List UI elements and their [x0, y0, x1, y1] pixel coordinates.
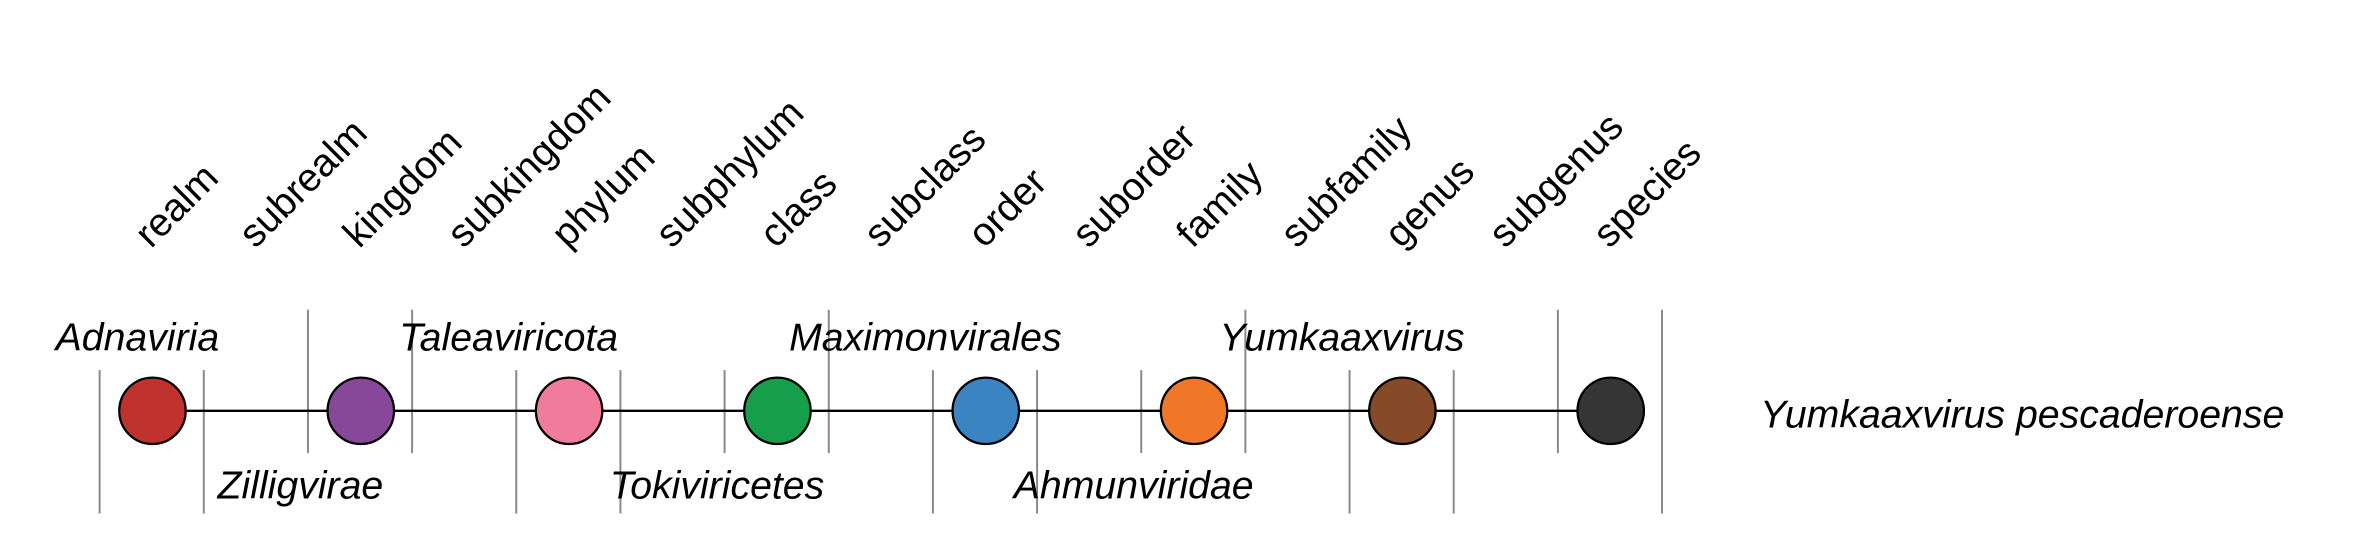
- taxon-node-class: [743, 376, 812, 446]
- rank-label-realm: realm: [126, 155, 226, 255]
- taxon-node-species: [1576, 376, 1646, 446]
- taxon-node-genus: [1368, 376, 1437, 446]
- taxon-node-kingdom: [326, 376, 396, 446]
- taxon-node-realm: [118, 376, 187, 446]
- rank-dividers: [98, 309, 1664, 514]
- rank-label-family: family: [1168, 152, 1272, 256]
- rank-label-order: order: [959, 160, 1055, 256]
- taxon-label-family: Ahmunviridae: [1012, 463, 1254, 507]
- taxon-label-class: Tokiviricetes: [610, 463, 824, 507]
- rank-label-class: class: [751, 161, 845, 255]
- rank-labels: realm subrealmkingdomsubkingdomphylumsubp…: [126, 75, 1709, 256]
- taxon-label-realm: Adnaviria: [54, 315, 220, 359]
- taxon-label-kingdom: Zilligvirae: [217, 463, 384, 507]
- taxon-label-genus: Yumkaaxvirus: [1220, 315, 1465, 359]
- taxon-label-species: Yumkaaxvirus pescaderoense: [1760, 392, 2284, 436]
- taxon-nodes: [118, 376, 1646, 446]
- taxon-node-phylum: [534, 376, 604, 446]
- taxon-label-phylum: Taleaviricota: [399, 315, 618, 359]
- taxon-labels: Adnaviria Zilligvirae Taleaviricota Tokivir…: [54, 315, 2285, 507]
- taxon-node-family: [1159, 376, 1229, 446]
- taxon-node-order: [951, 376, 1021, 446]
- taxon-label-order: Maximonvirales: [789, 315, 1062, 359]
